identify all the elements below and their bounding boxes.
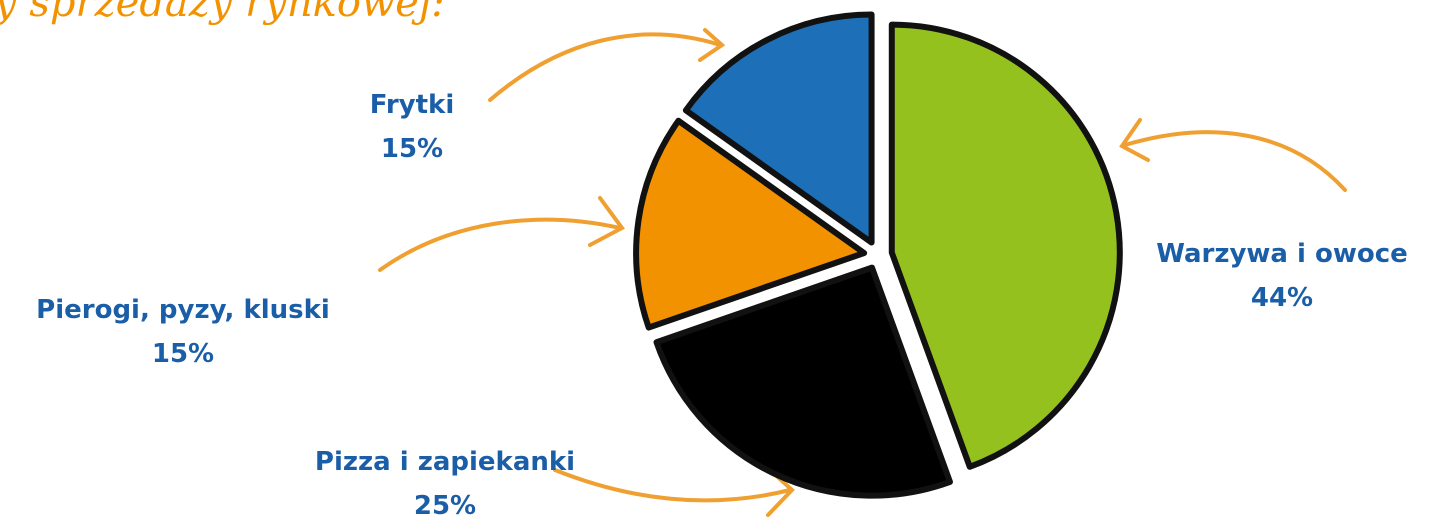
chart-title: y sprzedaży rynkowej:	[0, 0, 445, 26]
value-label: 15%	[381, 134, 443, 164]
pie-slice	[888, 21, 1123, 470]
value-label: 25%	[414, 491, 476, 521]
arrow	[553, 468, 792, 503]
pie-slice	[633, 117, 868, 331]
arrows	[378, 28, 1347, 517]
arrow	[1123, 130, 1347, 192]
pie	[633, 11, 1123, 499]
arrow	[588, 196, 625, 247]
pie-slice	[653, 264, 953, 499]
arrow	[1119, 118, 1150, 162]
slice-label: Warzywa i owoce	[1156, 239, 1408, 269]
value-label: 44%	[1251, 283, 1313, 313]
pie-slice	[682, 11, 875, 246]
value-label: 15%	[152, 339, 214, 369]
slice-label: Pizza i zapiekanki	[315, 447, 575, 477]
slice-label: Pierogi, pyzy, kluski	[36, 295, 330, 325]
slice-label: Frytki	[370, 90, 455, 120]
labels: Warzywa i owoce 44% Pizza i zapiekanki 25% P…	[36, 90, 1408, 521]
arrow	[488, 32, 722, 102]
arrow	[698, 28, 726, 62]
arrow	[378, 217, 622, 272]
